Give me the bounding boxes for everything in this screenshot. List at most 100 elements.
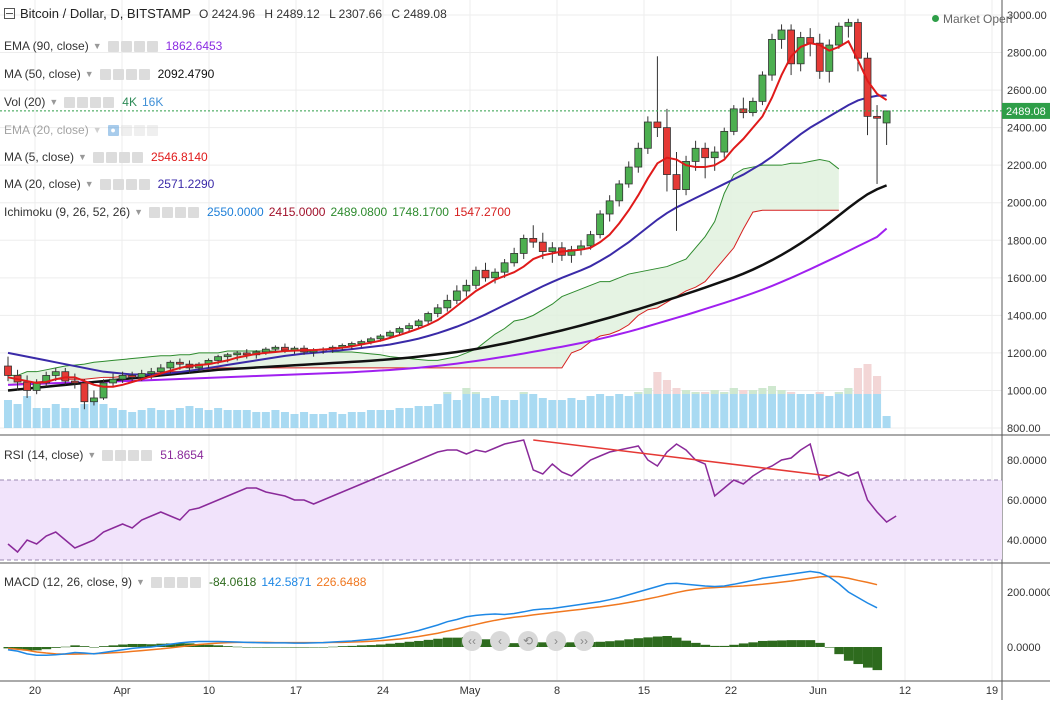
settings-icon[interactable]: [162, 206, 173, 218]
settings-icon[interactable]: [115, 449, 127, 461]
more-icon[interactable]: [133, 40, 145, 52]
settings-icon[interactable]: [112, 178, 124, 190]
reset-chart-button[interactable]: ⟲: [518, 631, 538, 651]
chevron-down-icon[interactable]: ▼: [136, 577, 145, 587]
legend-ma20[interactable]: MA (20, close) ▼ 2571.2290: [4, 176, 219, 192]
close-icon[interactable]: [103, 96, 115, 108]
settings-icon[interactable]: [105, 151, 117, 163]
more-icon[interactable]: [176, 576, 188, 588]
macd-hist-bar: [328, 646, 338, 648]
candle: [758, 71, 767, 106]
volume-bar: [271, 410, 280, 428]
close-icon[interactable]: [131, 151, 143, 163]
more-icon[interactable]: [175, 206, 186, 218]
volume-bar: [777, 390, 786, 428]
settings-icon[interactable]: [112, 68, 124, 80]
close-icon[interactable]: [138, 178, 150, 190]
volume-bar: [23, 396, 32, 428]
close-icon[interactable]: [141, 449, 153, 461]
more-icon[interactable]: [118, 151, 130, 163]
settings-icon[interactable]: [77, 96, 89, 108]
chevron-down-icon[interactable]: ▼: [87, 450, 97, 460]
scroll-left-fast-button[interactable]: ‹‹: [462, 631, 482, 651]
close-icon[interactable]: [146, 40, 158, 52]
macd-hist-bar: [146, 644, 157, 647]
collapse-icon[interactable]: [4, 8, 15, 19]
chevron-down-icon[interactable]: ▼: [84, 179, 94, 189]
chevron-down-icon[interactable]: ▼: [49, 97, 59, 107]
more-icon[interactable]: [125, 68, 137, 80]
scroll-right-fast-button[interactable]: ››: [574, 631, 594, 651]
legend-ichimoku-values: 2550.0000 2415.0000 2489.0800 1748.1700 1547…: [207, 204, 516, 220]
legend-ichimoku[interactable]: Ichimoku (9, 26, 52, 26) ▼ 2550.0000 2415.0…: [4, 204, 516, 220]
candle: [825, 39, 834, 83]
volume-bar: [376, 410, 385, 428]
close-icon[interactable]: [188, 206, 199, 218]
scroll-right-button[interactable]: ›: [546, 631, 566, 651]
volume-bar: [280, 412, 289, 428]
legend-ma5-label: MA (5, close): [4, 150, 75, 164]
macd-hist-bar: [824, 647, 835, 648]
eye-icon[interactable]: [150, 576, 162, 588]
chevron-down-icon[interactable]: ▼: [134, 207, 143, 217]
eye-icon[interactable]: [102, 449, 114, 461]
settings-icon[interactable]: [163, 576, 175, 588]
more-icon[interactable]: [90, 96, 102, 108]
chevron-down-icon[interactable]: ▼: [78, 152, 87, 162]
volume-bar: [290, 414, 299, 428]
candle-body: [90, 397, 98, 403]
volume-bar: [615, 394, 624, 428]
legend-ema90[interactable]: EMA (90, close) ▼ 1862.6453: [4, 38, 227, 54]
eye-icon[interactable]: [149, 206, 160, 218]
eye-icon[interactable]: ●: [107, 124, 119, 136]
scroll-left-button[interactable]: ‹: [490, 631, 510, 651]
legend-ma20-controls: [99, 178, 152, 190]
volume-bar: [768, 386, 776, 428]
volume-bar-excess: [471, 392, 480, 394]
more-icon[interactable]: [128, 449, 140, 461]
chevron-down-icon[interactable]: ▼: [84, 69, 94, 79]
candle: [500, 259, 509, 278]
volume-bar: [720, 392, 729, 428]
ma20-line: [7, 94, 887, 376]
candle-body: [32, 382, 41, 391]
eye-icon[interactable]: [107, 40, 119, 52]
volume-bar: [844, 388, 853, 428]
macd-hist-bar: [270, 647, 281, 648]
chevron-down-icon[interactable]: ▼: [92, 125, 102, 135]
macd-hist-bar: [423, 639, 434, 647]
macd-hist-bar: [652, 636, 663, 647]
price-tick-label: 3000.00: [1007, 10, 1047, 22]
eye-icon[interactable]: [99, 68, 111, 80]
close-icon[interactable]: [189, 576, 201, 588]
legend-macd[interactable]: MACD (12, 26, close, 9) ▼ -84.0618 142.5871…: [4, 574, 371, 590]
time-tick-label: May: [460, 685, 481, 697]
legend-ma5[interactable]: MA (5, close) ▼ 2546.8140: [4, 149, 213, 165]
volume-bar: [672, 388, 681, 428]
macd-hist-bar: [566, 642, 577, 647]
close-icon[interactable]: [138, 68, 150, 80]
chevron-down-icon[interactable]: ▼: [92, 41, 102, 51]
legend-volume[interactable]: Vol (20) ▼ 4K 16K: [4, 94, 168, 110]
time-tick-label: 15: [638, 685, 650, 697]
candle: [605, 195, 614, 222]
macd-hist-bar: [700, 644, 711, 647]
settings-icon[interactable]: [120, 40, 132, 52]
legend-ma50[interactable]: MA (50, close) ▼ 2092.4790: [4, 66, 219, 82]
candle: [4, 356, 12, 382]
macd-hist-bar: [290, 647, 300, 648]
eye-icon[interactable]: [64, 96, 76, 108]
eye-icon[interactable]: [99, 178, 111, 190]
settings-icon[interactable]: [120, 124, 132, 136]
legend-rsi[interactable]: RSI (14, close) ▼ 51.8654: [4, 447, 209, 463]
legend-ema90-controls: [107, 40, 160, 52]
legend-ma20-value: 2571.2290: [157, 177, 215, 191]
price-tick-label: 1200.00: [1007, 348, 1047, 360]
close-icon[interactable]: [146, 124, 158, 136]
more-icon[interactable]: [133, 124, 145, 136]
eye-icon[interactable]: [92, 151, 104, 163]
legend-ema20[interactable]: EMA (20, close) ▼ ●: [4, 122, 166, 138]
more-icon[interactable]: [125, 178, 137, 190]
